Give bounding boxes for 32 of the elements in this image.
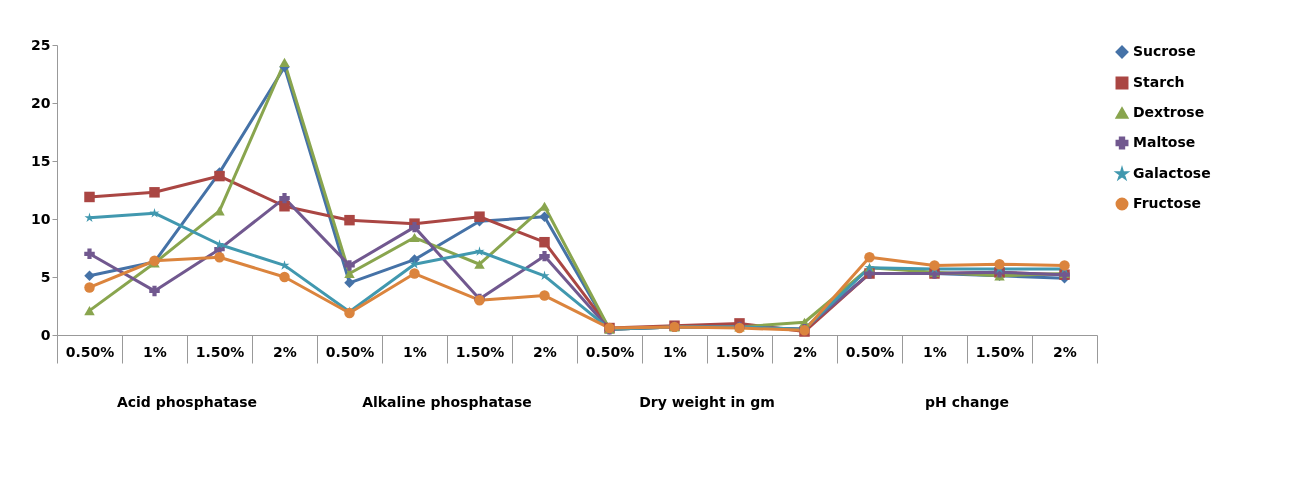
legend-label: Dextrose [1133,104,1205,120]
y-tick-label: 20 [31,94,51,111]
legend-label: Maltose [1133,134,1196,150]
x-tick-label: 1.50% [455,343,505,360]
legend-label: Starch [1133,74,1185,90]
x-tick-label: 2% [793,343,817,360]
x-tick-label: 1% [403,343,427,360]
x-tick-label: 2% [533,343,557,360]
x-tick-label: 2% [1053,343,1077,360]
text: Dry weight in gm [639,394,775,410]
legend-label: Galactose [1133,165,1211,181]
y-tick-label: 10 [31,210,51,227]
x-tick-label: 1% [143,343,167,360]
x-tick-label: 1% [663,343,687,360]
y-tick-label: 5 [40,268,51,285]
y-tick-label: 25 [31,36,51,53]
y-tick-label: 15 [31,152,51,169]
x-tick-label: 1.50% [975,343,1025,360]
x-tick-label: 0.50% [585,343,635,360]
legend-label: Sucrose [1133,43,1196,59]
text: pH change [925,394,1009,410]
legend-label: Fructose [1133,195,1201,211]
text: Alkaline phosphatase [362,394,532,410]
x-tick-label: 0.50% [325,343,375,360]
y-tick-label: 0 [40,326,51,343]
x-tick-label: 0.50% [65,343,115,360]
x-tick-label: 1.50% [195,343,245,360]
x-tick-label: 1% [923,343,947,360]
text: Acid phosphatase [116,394,258,410]
x-tick-label: 1.50% [715,343,765,360]
x-tick-label: 2% [273,343,297,360]
x-tick-label: 0.50% [845,343,895,360]
